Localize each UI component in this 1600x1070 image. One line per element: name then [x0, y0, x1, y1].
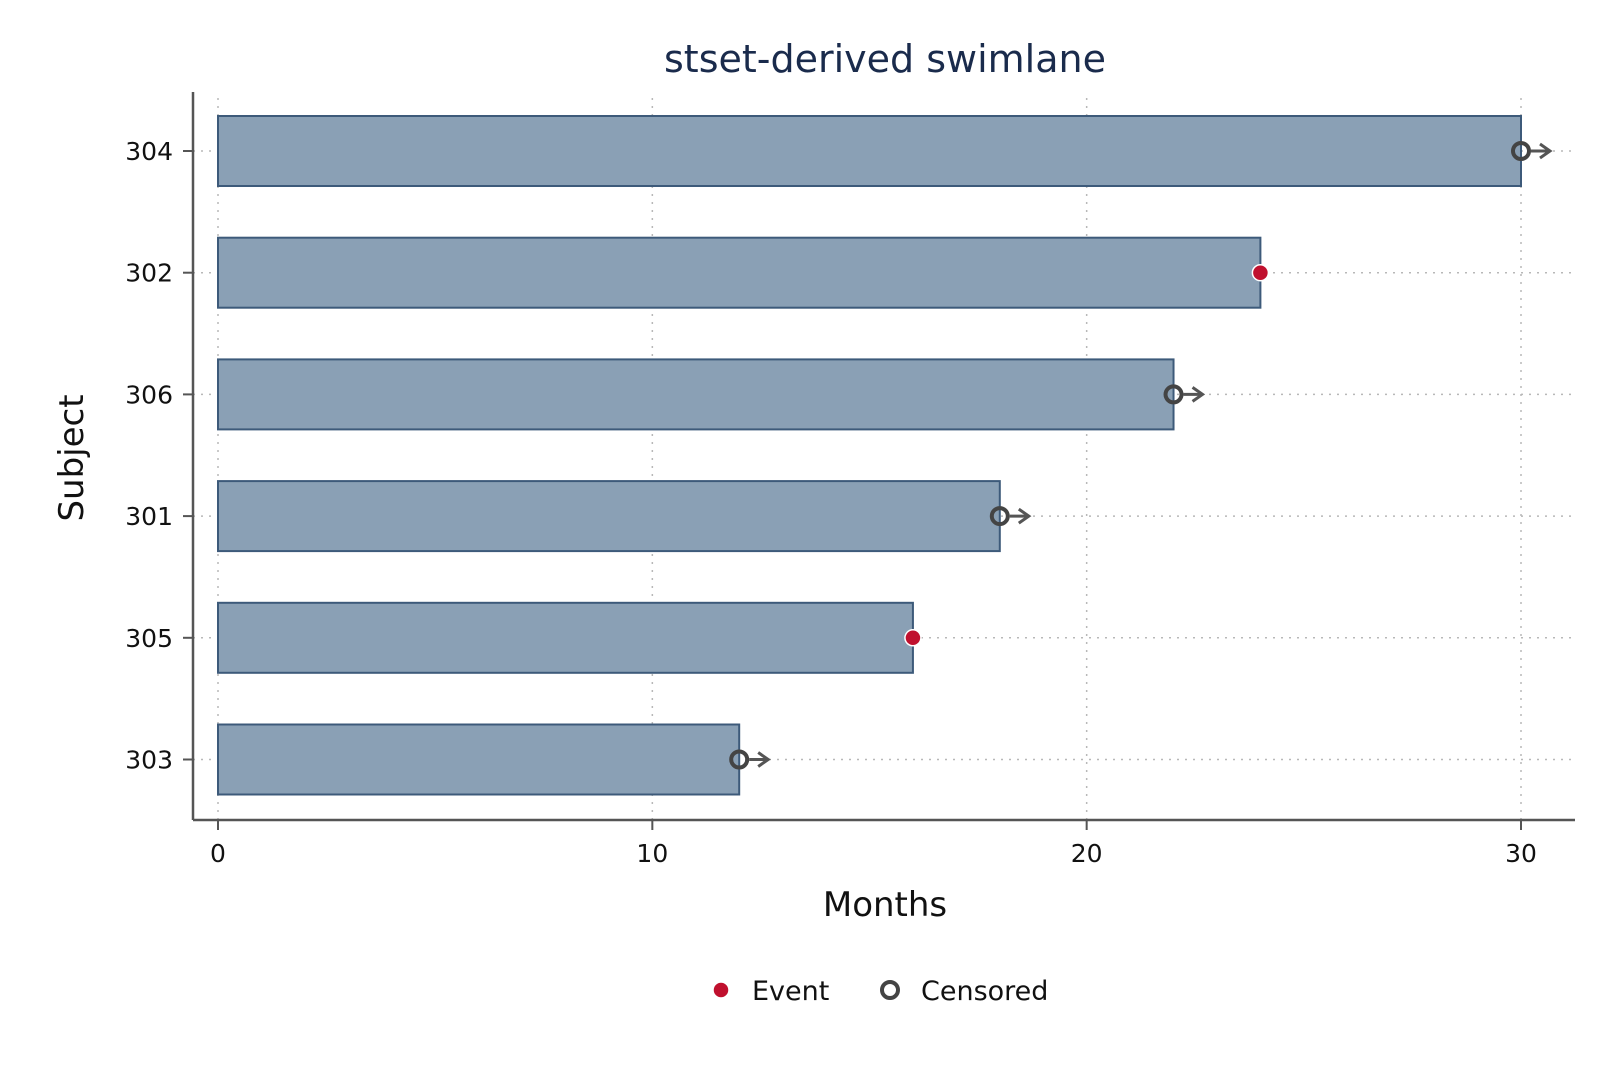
event-marker-302 — [1251, 263, 1270, 282]
legend-censored-marker — [880, 980, 900, 1000]
legend-event-label: Event — [752, 976, 829, 1007]
grid-layer — [193, 98, 1575, 820]
legend-event-marker — [712, 981, 730, 999]
bar-303 — [217, 723, 741, 796]
bar-302 — [217, 236, 1262, 309]
legend-censored-label: Censored — [921, 976, 1048, 1007]
censored-marker-304 — [1511, 141, 1531, 161]
censored-marker-306 — [1163, 384, 1184, 405]
axis-layer: 0 10 20 30 304 302 306 301 305 303 — [125, 92, 1575, 868]
y-tick-label: 302 — [125, 259, 173, 288]
x-tick-label: 30 — [1505, 839, 1537, 868]
censored-arrow-head-303 — [757, 751, 771, 768]
censored-marker-301 — [989, 506, 1010, 527]
censored-marker-303 — [729, 749, 750, 770]
legend: Event Censored — [712, 976, 1048, 1007]
bar-305 — [217, 601, 914, 674]
chart-title: stset-derived swimlane — [664, 37, 1106, 81]
x-tick-label: 20 — [1071, 839, 1103, 868]
censored-arrow-head-301 — [1017, 507, 1032, 525]
y-tick-label: 304 — [125, 137, 173, 166]
y-tick-label: 306 — [125, 380, 173, 409]
bar-layer — [217, 115, 1522, 796]
censored-arrow-head-304 — [1539, 142, 1553, 160]
bar-306 — [217, 358, 1175, 431]
censored-arrow-head-306 — [1191, 386, 1206, 403]
x-axis-label: Months — [823, 885, 947, 925]
y-tick-label: 301 — [125, 502, 173, 531]
bar-301 — [217, 480, 1001, 553]
x-tick-label: 10 — [636, 839, 668, 868]
x-tick-label: 0 — [210, 839, 226, 868]
event-marker-305 — [904, 629, 922, 647]
y-axis-label: Subject — [52, 394, 92, 521]
marker-layer — [729, 141, 1553, 770]
bar-304 — [217, 115, 1522, 187]
y-tick-label: 303 — [125, 746, 173, 775]
y-tick-label: 305 — [125, 624, 173, 653]
